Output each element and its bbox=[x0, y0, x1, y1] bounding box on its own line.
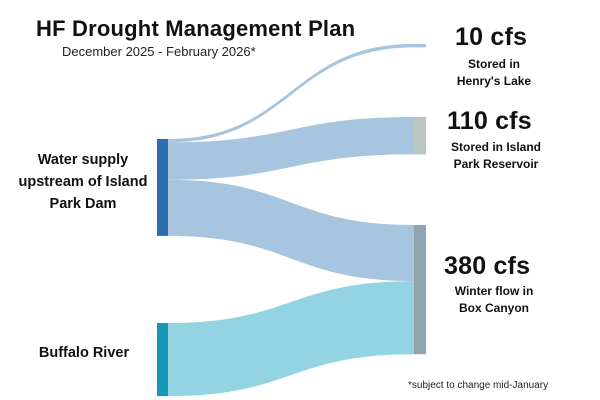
target-desc-line: Stored in Island bbox=[450, 140, 541, 154]
source-label-line: upstream of Island bbox=[18, 173, 148, 190]
target-desc-island-park: Stored in Island Park Reservoir bbox=[434, 139, 558, 174]
target-desc-line: Winter flow in bbox=[454, 284, 534, 298]
source-label-buffalo: Buffalo River bbox=[22, 343, 146, 365]
flow-upstream-to-island_park bbox=[168, 117, 414, 180]
source-node-upstream bbox=[157, 139, 168, 236]
source-label-line: Park Dam bbox=[49, 195, 117, 212]
target-value-island-park: 110 cfs bbox=[447, 107, 532, 135]
flow-buffalo-to-box_canyon bbox=[168, 281, 414, 397]
source-label-line: Buffalo River bbox=[38, 345, 130, 361]
target-desc-line: Park Reservoir bbox=[453, 157, 539, 172]
target-node-box_canyon bbox=[414, 225, 426, 355]
page-title: HF Drought Management Plan bbox=[36, 16, 356, 41]
flow-upstream-to-box_canyon bbox=[168, 179, 414, 282]
target-desc-line: Stored in bbox=[467, 57, 520, 71]
target-value-box-canyon: 380 cfs bbox=[444, 252, 531, 280]
target-desc-line: Henry's Lake bbox=[456, 74, 532, 89]
target-node-henrys bbox=[414, 44, 426, 48]
footnote: *subject to change mid-January bbox=[408, 380, 549, 391]
target-desc-line: Box Canyon bbox=[458, 301, 529, 316]
flow-upstream-to-henrys bbox=[168, 44, 414, 143]
target-value-henrys: 10 cfs bbox=[455, 23, 528, 51]
source-label-line: Water supply bbox=[37, 152, 129, 168]
source-node-buffalo bbox=[157, 323, 168, 397]
target-node-island_park bbox=[414, 117, 426, 155]
target-desc-box-canyon: Winter flow in Box Canyon bbox=[434, 283, 554, 318]
target-desc-henrys: Stored in Henry's Lake bbox=[434, 56, 554, 91]
page-subtitle: December 2025 - February 2026* bbox=[62, 44, 256, 59]
source-label-upstream: Water supply upstream of Island Park Dam bbox=[10, 150, 156, 215]
